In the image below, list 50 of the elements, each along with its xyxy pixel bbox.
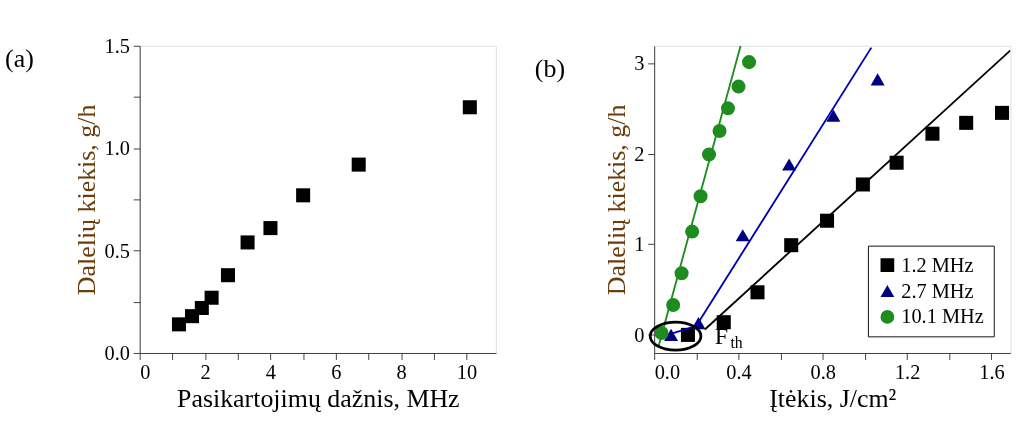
x-axis-title: Įtėkis, J/cm² xyxy=(769,384,897,414)
point xyxy=(296,188,311,203)
y-tick-label: 1.0 xyxy=(104,137,131,160)
x-tick-label: 0.4 xyxy=(726,361,752,384)
point xyxy=(889,155,904,170)
point xyxy=(462,100,477,115)
y-axis-title: Dalelių kiekis, g/h xyxy=(602,104,632,296)
point xyxy=(959,115,974,130)
x-tick-label: 2 xyxy=(200,361,211,384)
point xyxy=(750,285,765,300)
y-tick-label: 0 xyxy=(634,323,645,346)
point xyxy=(220,268,235,283)
x-tick-label: 1.6 xyxy=(979,361,1005,384)
x-tick-label: 0.0 xyxy=(654,361,681,384)
point xyxy=(782,158,797,171)
point xyxy=(716,315,731,330)
x-tick-label: 8 xyxy=(396,361,407,384)
x-tick-label: 0.8 xyxy=(810,361,837,384)
x-axis-title: Pasikartojimų dažnis, MHz xyxy=(177,384,460,414)
y-tick-label: 0.0 xyxy=(104,341,131,364)
point xyxy=(995,105,1010,120)
chart-title: (a) xyxy=(5,44,34,74)
x-tick-label: 6 xyxy=(331,361,342,384)
point xyxy=(194,300,209,315)
point xyxy=(351,157,366,172)
y-tick-label: 2 xyxy=(634,142,645,165)
point xyxy=(263,221,278,236)
point xyxy=(204,290,219,305)
x-tick-label: 1.2 xyxy=(894,361,921,384)
x-tick-label: 0 xyxy=(140,361,151,384)
legend-label: 2.7 MHz xyxy=(901,279,974,302)
chart-title: (b) xyxy=(534,54,566,84)
x-tick-label: 10 xyxy=(456,361,478,384)
y-tick-label: 1 xyxy=(634,233,645,256)
point xyxy=(925,126,940,141)
point xyxy=(731,79,746,94)
point xyxy=(240,235,255,250)
legend-label: 10.1 MHz xyxy=(901,305,984,328)
y-axis-title: Dalelių kiekis, g/h xyxy=(72,104,102,296)
y-tick-label: 3 xyxy=(634,51,645,74)
legend-label: 1.2 MHz xyxy=(901,253,974,276)
y-tick-label: 0.5 xyxy=(104,239,131,262)
point xyxy=(735,229,750,242)
point xyxy=(680,327,695,342)
point xyxy=(742,55,757,70)
point xyxy=(826,109,841,122)
point xyxy=(870,73,885,86)
x-tick-label: 4 xyxy=(265,361,276,384)
y-tick-label: 1.5 xyxy=(104,34,131,57)
point xyxy=(171,317,186,332)
